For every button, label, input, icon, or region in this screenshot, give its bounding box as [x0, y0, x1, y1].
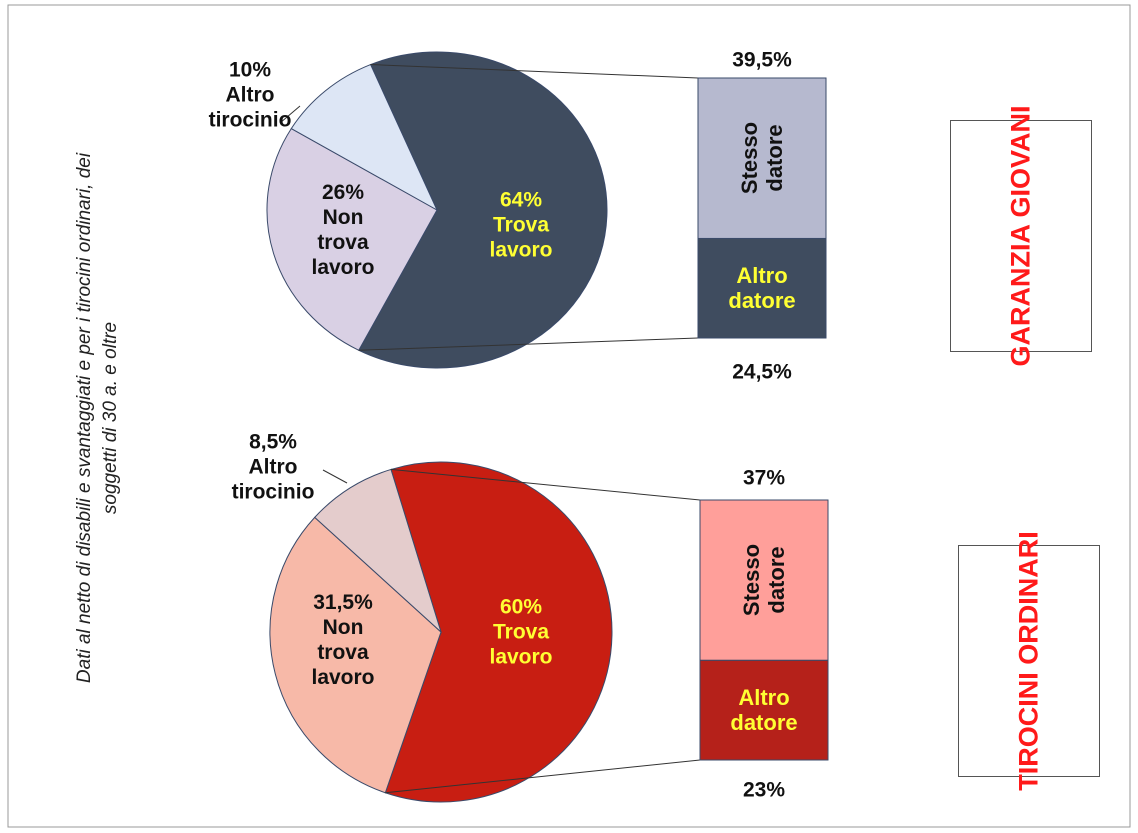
pie-slice [269, 516, 442, 794]
slice-value-label: 26% [321, 181, 365, 204]
bar-segment [697, 237, 827, 339]
bar-segment [697, 77, 827, 239]
pie-slice [266, 127, 438, 351]
title-box: GARANZIA GIOVANI [950, 106, 1092, 367]
bar-segment [699, 499, 829, 661]
slice-category-label: Altro tirocinio [231, 455, 315, 504]
bar-category-label: Altro datore [730, 685, 798, 736]
pie-slice [314, 468, 443, 634]
slice-value-label: 60% [499, 595, 543, 619]
bar-segment [699, 659, 829, 761]
chart-title: TIROCINI ORDINARI [1013, 531, 1044, 791]
bar-value-label: 39,5% [732, 48, 792, 73]
pie-slice [384, 461, 613, 803]
slice-category-label: Non trova lavoro [311, 206, 375, 279]
slice-label: 31,5% Non trova lavoro [311, 590, 374, 690]
bar-segment-label: Stesso datore [737, 122, 787, 194]
chart-title: GARANZIA GIOVANI [1005, 105, 1036, 367]
slice-value-label: 10% [228, 58, 272, 82]
slice-label: 10% Altro tirocinio [209, 58, 292, 133]
slice-label: 64% Trova lavoro [489, 188, 552, 263]
slice-category-label: Trova lavoro [489, 620, 553, 669]
slice-category-label: Altro tirocinio [208, 83, 292, 132]
bar-value-label: 23% [743, 778, 785, 803]
slice-category-label: Non trova lavoro [311, 616, 375, 689]
bar-segment-label: Altro datore [728, 263, 795, 313]
bar-value-text: 37% [742, 466, 786, 490]
bar-segment-label: Altro datore [730, 685, 797, 735]
leader-line [279, 105, 301, 124]
bar-value-label: 37% [743, 466, 785, 491]
leader-line [322, 469, 348, 484]
bar-value-text: 24,5% [732, 360, 792, 384]
pie-slice [290, 63, 439, 212]
slice-value-label: 31,5% [313, 591, 373, 614]
connector-line [370, 64, 699, 79]
slice-label: 26% Non trova lavoro [311, 180, 374, 280]
slice-value-label: 64% [499, 188, 543, 212]
pie-slice [358, 51, 608, 369]
slice-category-label: Trova lavoro [489, 213, 553, 262]
connector-line [358, 337, 699, 351]
side-note: Dati al netto di disabili e svantaggiati… [74, 152, 121, 684]
slice-value-label: 8,5% [249, 430, 297, 454]
bar-category-label: Stesso datore [739, 544, 789, 617]
slice-label: 60% Trova lavoro [489, 595, 552, 670]
title-box: TIROCINI ORDINARI [958, 531, 1100, 791]
bar-segment-label: Stesso datore [739, 544, 789, 616]
bar-value-label: 24,5% [732, 360, 792, 385]
bar-value-text: 23% [742, 778, 786, 802]
bar-category-label: Altro datore [728, 263, 796, 314]
bar-value-text: 39,5% [732, 48, 792, 72]
connector-line [385, 759, 701, 794]
frame [7, 4, 1131, 828]
bar-category-label: Stesso datore [737, 122, 787, 195]
connector-line [390, 468, 701, 501]
slice-label: 8,5% Altro tirocinio [232, 430, 315, 505]
